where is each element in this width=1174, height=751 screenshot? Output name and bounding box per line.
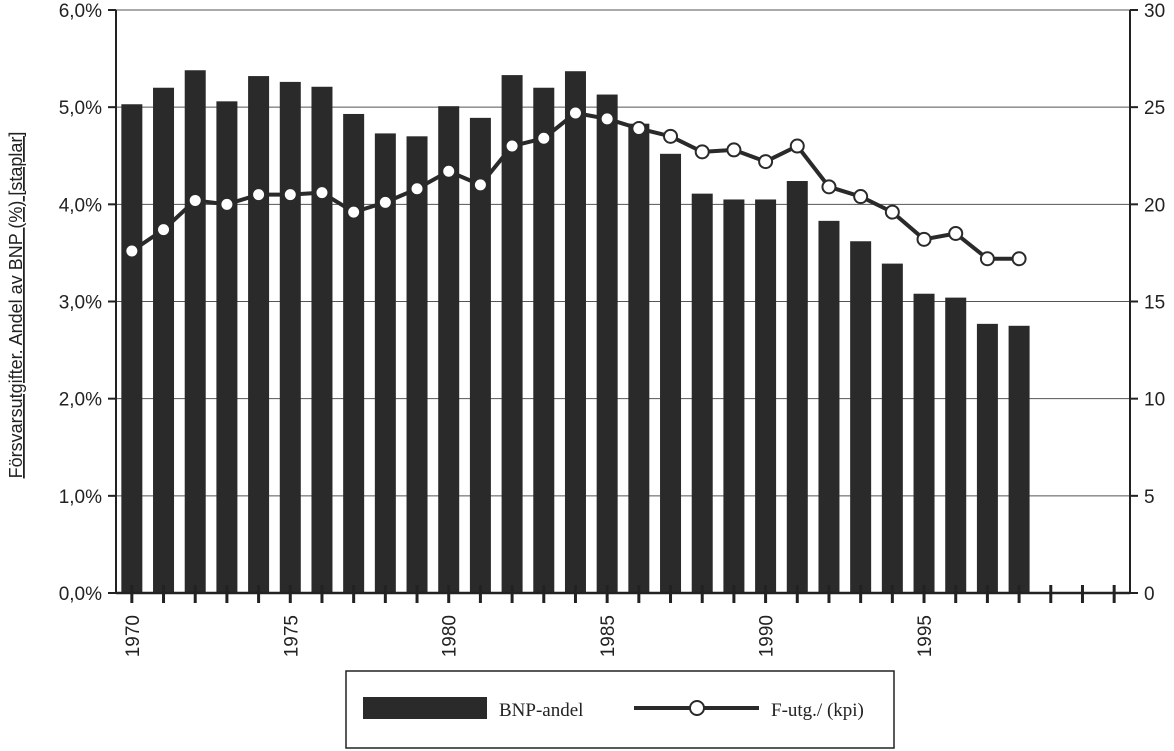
data-point <box>441 163 457 179</box>
right-tick-label: 20 <box>1144 195 1165 216</box>
data-point <box>187 192 203 208</box>
bar <box>184 70 206 593</box>
legend-swatch-marker <box>689 700 705 716</box>
data-point <box>346 204 362 220</box>
x-tick-label: 1980 <box>440 615 461 657</box>
data-point <box>567 105 583 121</box>
data-point <box>251 187 267 203</box>
x-tick-label: 1990 <box>757 615 778 657</box>
line-series <box>124 105 1027 267</box>
data-point <box>758 154 774 170</box>
right-tick-label: 15 <box>1144 293 1165 314</box>
bar-series <box>121 70 1030 594</box>
bar <box>153 87 175 593</box>
left-tick-label: 4,0% <box>59 195 102 216</box>
bar <box>406 136 428 594</box>
data-point <box>726 142 742 158</box>
bar <box>374 133 396 593</box>
bar <box>343 113 365 594</box>
legend-label-bnp-andel: BNP-andel <box>499 700 583 721</box>
left-tick-label: 2,0% <box>59 390 102 411</box>
data-point <box>156 222 172 238</box>
axes <box>108 9 1138 603</box>
bar <box>564 71 586 594</box>
bar <box>786 181 808 593</box>
bar <box>945 297 967 593</box>
bar <box>596 94 618 593</box>
left-tick-label: 6,0% <box>59 1 102 22</box>
data-point <box>504 138 520 154</box>
bar <box>121 104 143 594</box>
y-axis-label: Försvarsutgifter. Andel av BNP (%) [stap… <box>6 132 26 479</box>
x-tick-label: 1975 <box>281 615 302 657</box>
data-point <box>314 185 330 201</box>
left-tick-label: 0,0% <box>59 584 102 605</box>
x-tick-label: 1970 <box>123 615 144 657</box>
data-point <box>694 144 710 160</box>
bar <box>755 199 777 593</box>
bar <box>248 76 270 593</box>
bar <box>881 263 903 593</box>
bar <box>216 101 238 593</box>
right-tick-label: 25 <box>1144 98 1165 119</box>
bar <box>628 123 650 593</box>
data-point <box>916 231 932 247</box>
data-point <box>979 251 995 267</box>
data-point <box>789 138 805 154</box>
data-point <box>631 121 647 137</box>
right-tick-label: 30 <box>1144 1 1165 22</box>
data-point <box>853 189 869 205</box>
data-point <box>377 194 393 210</box>
data-point <box>124 243 140 259</box>
bar <box>976 323 998 593</box>
left-axis-ticks: 0,0% 1,0% 2,0% 3,0% 4,0% 5,0% 6,0% <box>59 1 102 605</box>
legend-label-f-utg: F-utg./ (kpi) <box>771 700 864 721</box>
x-tick-label: 1995 <box>915 615 936 657</box>
right-tick-label: 0 <box>1144 584 1155 605</box>
data-point <box>884 204 900 220</box>
data-point <box>409 181 425 197</box>
legend: BNP-andel F-utg./ (kpi) <box>345 670 895 749</box>
legend-swatch-bar <box>363 697 487 719</box>
bar <box>913 293 935 593</box>
bar <box>723 199 745 593</box>
data-point <box>821 179 837 195</box>
right-tick-label: 5 <box>1144 487 1155 508</box>
bar <box>438 106 460 593</box>
bar <box>501 75 523 593</box>
bar <box>850 241 872 594</box>
data-point <box>663 128 679 144</box>
data-point <box>536 130 552 146</box>
left-tick-label: 3,0% <box>59 293 102 314</box>
bar <box>660 153 682 593</box>
bar <box>469 117 491 593</box>
x-axis-ticks: 1970 1975 1980 1985 1990 1995 <box>123 615 936 657</box>
data-point <box>282 187 298 203</box>
data-point <box>948 225 964 241</box>
bar <box>691 193 713 593</box>
data-point <box>1011 251 1027 267</box>
data-point <box>599 111 615 127</box>
bar <box>533 87 555 593</box>
data-point <box>219 196 235 212</box>
bar <box>818 220 840 593</box>
right-tick-label: 10 <box>1144 390 1165 411</box>
x-tick-label: 1985 <box>598 615 619 657</box>
left-tick-label: 5,0% <box>59 98 102 119</box>
bar <box>311 86 333 594</box>
data-point <box>472 177 488 193</box>
left-tick-label: 1,0% <box>59 487 102 508</box>
right-axis-ticks: 0 5 10 15 20 25 30 <box>1144 1 1165 605</box>
bar <box>279 81 301 594</box>
bar <box>1008 325 1030 593</box>
